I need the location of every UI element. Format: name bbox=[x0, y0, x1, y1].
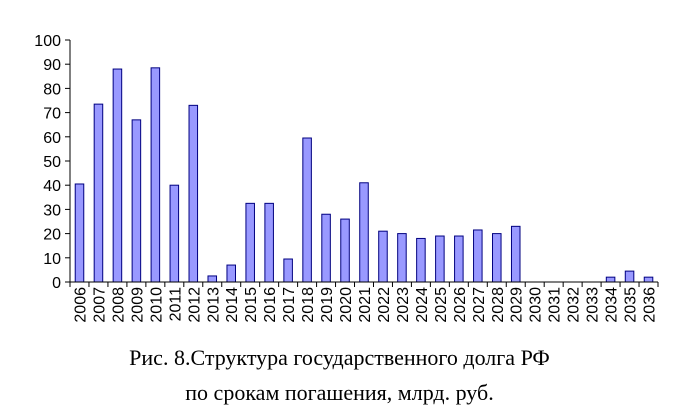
bar-2027 bbox=[473, 229, 483, 283]
figure-caption-line-1: Рис. 8.Структура государственного долга … bbox=[129, 345, 550, 370]
bar-2007 bbox=[93, 103, 104, 283]
bar-2026 bbox=[454, 235, 464, 283]
bars-group bbox=[74, 67, 654, 283]
x-tick-label-2014: 2014 bbox=[224, 287, 241, 323]
y-tick-label: 70 bbox=[43, 106, 61, 123]
bar-2009 bbox=[131, 119, 142, 283]
bar-2018 bbox=[302, 137, 312, 283]
y-tick-label: 0 bbox=[52, 275, 61, 292]
x-tick-label-2017: 2017 bbox=[281, 287, 298, 323]
x-tick-label-2021: 2021 bbox=[357, 287, 374, 323]
x-tick-label-2033: 2033 bbox=[585, 287, 602, 323]
y-tick-label: 20 bbox=[43, 227, 61, 244]
y-tick-label: 60 bbox=[43, 130, 61, 147]
bar-2012 bbox=[188, 104, 199, 283]
x-tick-label-2024: 2024 bbox=[414, 287, 431, 323]
x-tick-label-2019: 2019 bbox=[319, 287, 336, 323]
x-tick-label-2032: 2032 bbox=[566, 287, 583, 323]
x-tick-label-2025: 2025 bbox=[433, 287, 450, 323]
x-tick-label-2023: 2023 bbox=[395, 287, 412, 323]
x-tick-label-2009: 2009 bbox=[129, 287, 146, 323]
bar-2024 bbox=[416, 237, 426, 283]
bar-2021 bbox=[359, 182, 369, 283]
bar-2036 bbox=[643, 276, 654, 283]
x-tick-label-2007: 2007 bbox=[91, 287, 108, 323]
y-tick-label: 90 bbox=[43, 57, 61, 74]
bar-2017 bbox=[283, 258, 293, 283]
bar-2013 bbox=[207, 275, 218, 283]
bar-2020 bbox=[340, 218, 350, 283]
bar-2023 bbox=[397, 233, 407, 283]
x-tick-label-2016: 2016 bbox=[262, 287, 279, 323]
x-tick-label-2036: 2036 bbox=[642, 287, 659, 323]
bar-2008 bbox=[112, 68, 123, 283]
x-tick-label-2022: 2022 bbox=[376, 287, 393, 323]
bar-2010 bbox=[150, 67, 161, 283]
bar-2019 bbox=[321, 213, 331, 283]
y-tick-label: 80 bbox=[43, 81, 61, 98]
bar-2029 bbox=[510, 225, 521, 283]
bar-2006 bbox=[74, 183, 85, 283]
bar-2034 bbox=[605, 276, 616, 283]
bar-2035 bbox=[624, 270, 635, 283]
y-tick-label: 100 bbox=[34, 33, 61, 50]
x-tick-label-2029: 2029 bbox=[509, 287, 526, 323]
y-tick-label: 40 bbox=[43, 178, 61, 195]
x-tick-label-2015: 2015 bbox=[243, 287, 260, 323]
bar-2022 bbox=[378, 230, 388, 283]
bar-2016 bbox=[264, 202, 274, 283]
x-tick-label-2026: 2026 bbox=[452, 287, 469, 323]
x-tick-label-2020: 2020 bbox=[338, 287, 355, 323]
x-tick-label-2030: 2030 bbox=[528, 287, 545, 323]
figure-caption-line-2: по срокам погашения, млрд. руб. bbox=[185, 380, 494, 405]
x-tick-label-2013: 2013 bbox=[205, 287, 222, 323]
y-tick-label: 30 bbox=[43, 202, 61, 219]
y-tick-label: 50 bbox=[43, 154, 61, 171]
bar-2028 bbox=[492, 233, 502, 283]
bar-2025 bbox=[435, 235, 445, 283]
x-tick-label-2008: 2008 bbox=[110, 287, 127, 323]
bar-2015 bbox=[245, 202, 255, 283]
x-tick-label-2011: 2011 bbox=[167, 287, 184, 322]
bar-2014 bbox=[226, 264, 237, 283]
x-tick-label-2035: 2035 bbox=[623, 287, 640, 323]
x-tick-label-2031: 2031 bbox=[547, 287, 564, 323]
y-tick-label: 10 bbox=[43, 251, 61, 268]
x-tick-label-2027: 2027 bbox=[471, 287, 488, 323]
x-tick-label-2006: 2006 bbox=[72, 287, 89, 323]
x-tick-label-2018: 2018 bbox=[300, 287, 317, 323]
x-tick-label-2012: 2012 bbox=[186, 287, 203, 323]
bar-2011 bbox=[169, 184, 180, 283]
y-ticks-group: 0 10 20 30 40 50 60 70 80 90 100 bbox=[34, 33, 70, 292]
x-tick-label-2034: 2034 bbox=[604, 287, 621, 323]
x-ticks-group: 2006 2007 2008 2009 2010 2011 2012 2013 2014 2015… bbox=[69, 282, 659, 323]
x-tick-label-2010: 2010 bbox=[148, 287, 165, 323]
x-tick-label-2028: 2028 bbox=[490, 287, 507, 323]
